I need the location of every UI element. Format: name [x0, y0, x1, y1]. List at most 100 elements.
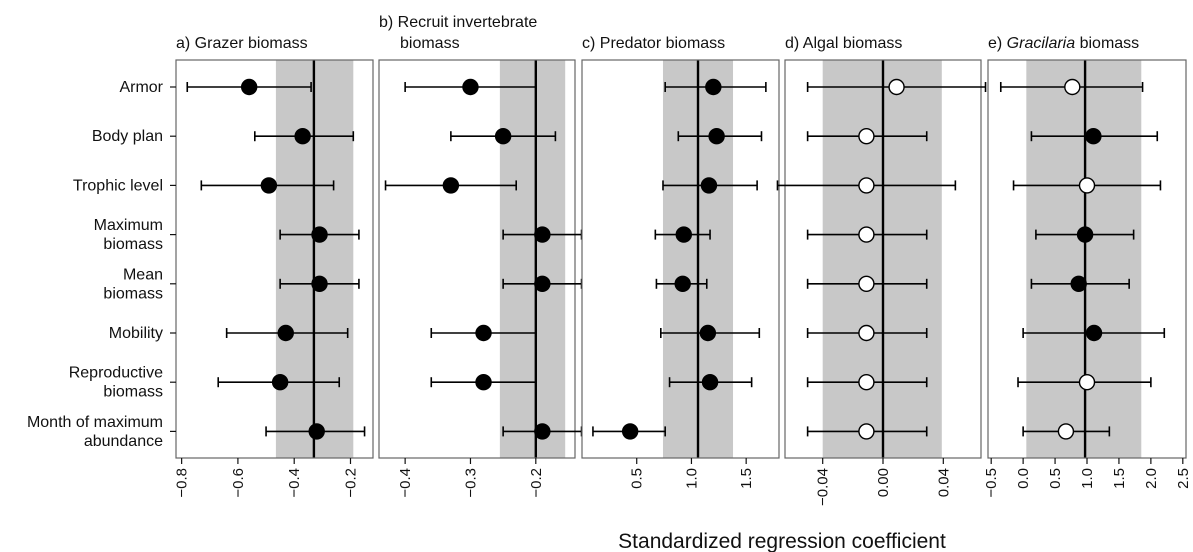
panel-title-part: c) Predator biomass	[582, 35, 725, 52]
panel-title: b) Recruit invertebrate	[379, 14, 537, 31]
shaded-interval	[1026, 60, 1142, 458]
x-tick-label: −0.2	[528, 468, 545, 498]
panel-title: c) Predator biomass	[582, 35, 725, 52]
point-estimate	[1070, 275, 1087, 292]
point-estimate	[1057, 423, 1075, 440]
x-tick-label: −0.8	[174, 468, 191, 498]
x-tick-label: −0.3	[462, 468, 479, 498]
shaded-interval	[499, 60, 566, 458]
panel-title-part: a) Grazer biomass	[176, 35, 308, 52]
x-tick-label: 0.00	[875, 468, 892, 497]
row-label: abundance	[84, 433, 163, 450]
point-estimate	[462, 78, 479, 96]
point-estimate	[260, 177, 278, 194]
x-tick-label: 2.5	[1175, 468, 1192, 489]
point-estimate	[1078, 177, 1096, 194]
point-estimate	[271, 374, 289, 391]
point-estimate	[858, 177, 875, 194]
panel-frame	[581, 59, 780, 459]
row-label: Armor	[119, 79, 163, 96]
panel-d: d) Algal biomass −0.04 0.00 0.04	[776, 35, 987, 506]
x-tick-label: 2.0	[1143, 468, 1160, 489]
x-tick-label: −0.4	[286, 468, 303, 498]
panel-title: d) Algal biomass	[785, 35, 902, 52]
point-estimate	[1085, 127, 1102, 145]
point-estimate	[858, 374, 875, 391]
row-labels: Armor Body plan Trophic level Maximum biomas…	[27, 79, 164, 450]
point-estimate	[858, 324, 875, 342]
panel-title: e) Gracilaria biomass	[988, 35, 1139, 52]
x-tick-label: 1.0	[683, 468, 700, 489]
point-estimate	[1064, 78, 1081, 96]
point-estimate	[674, 275, 691, 292]
point-estimate	[858, 423, 875, 440]
point-estimate	[494, 127, 512, 145]
panel-b: b) Recruit invertebrate biomass −0.4 −0.3 −0…	[378, 14, 583, 498]
point-estimate	[701, 374, 719, 391]
x-tick-label: −0.5	[983, 468, 1000, 498]
point-estimate	[294, 127, 311, 145]
panels: a) Grazer biomass−0.8 −0.6 −0.4 −0.2b) Recr…	[170, 14, 1192, 506]
point-estimate	[705, 78, 722, 96]
panel-title-part: biomass	[1075, 35, 1139, 52]
row-label: Mobility	[109, 325, 163, 342]
point-estimate	[621, 423, 639, 440]
point-estimate	[888, 78, 905, 96]
panel-title-part: e)	[988, 35, 1007, 52]
panel-frame	[175, 59, 374, 459]
x-tick-label: −0.2	[342, 468, 359, 498]
panel-title: a) Grazer biomass	[176, 35, 308, 52]
row-label: Reproductive	[69, 365, 163, 382]
point-estimate	[700, 177, 718, 194]
row-label: Maximum	[94, 217, 163, 234]
x-tick-label: −0.4	[397, 468, 414, 498]
point-estimate	[534, 226, 551, 243]
x-tick-label: 0.04	[935, 468, 952, 497]
panel-title: biomass	[400, 35, 460, 52]
x-tick-label: −0.04	[815, 468, 832, 506]
row-label: Body plan	[92, 128, 163, 145]
point-estimate	[442, 177, 460, 194]
point-estimate	[311, 226, 328, 243]
panel-frame	[378, 59, 576, 459]
x-tick-label: 1.0	[1079, 468, 1096, 489]
point-estimate	[240, 78, 258, 96]
x-tick-label: 0.0	[1015, 468, 1032, 489]
row-label: biomass	[103, 236, 163, 253]
point-estimate	[534, 423, 551, 440]
x-tick-label: −0.6	[230, 468, 247, 498]
point-estimate	[675, 226, 692, 243]
x-tick-label: 1.5	[738, 468, 755, 489]
row-label: Month of maximum	[27, 414, 163, 431]
point-estimate	[1085, 324, 1103, 342]
panel-c: c) Predator biomass 0.5 1.0 1.5	[581, 35, 780, 489]
panel-e: e) Gracilaria biomass −0.5 0.0 0.5 1.0 1.5 2.0…	[983, 35, 1192, 498]
x-axis-title: Standardized regression coefficient	[618, 530, 946, 552]
point-estimate	[699, 324, 717, 342]
point-estimate	[708, 127, 725, 145]
point-estimate	[858, 226, 875, 243]
point-estimate	[308, 423, 325, 440]
point-estimate	[1076, 226, 1094, 243]
point-estimate	[534, 275, 551, 292]
x-tick-label: 0.5	[1047, 468, 1064, 489]
x-tick-label: 0.5	[629, 468, 646, 489]
point-estimate	[858, 127, 875, 145]
row-label: biomass	[103, 285, 163, 302]
point-estimate	[1078, 374, 1096, 391]
row-label: Trophic level	[73, 177, 163, 194]
panel-title-part: Gracilaria	[1007, 35, 1076, 52]
point-estimate	[311, 275, 328, 292]
row-label: biomass	[103, 384, 163, 401]
point-estimate	[475, 374, 492, 391]
panel-a: a) Grazer biomass −0.8 −0.6 −0.4 −0.2	[170, 35, 374, 498]
row-label: Mean	[123, 266, 163, 283]
point-estimate	[858, 275, 875, 292]
point-estimate	[277, 324, 294, 342]
panel-title-part: b) Recruit invertebrate	[379, 14, 537, 31]
x-tick-label: 1.5	[1111, 468, 1128, 489]
panel-title-part: d) Algal biomass	[785, 35, 902, 52]
point-estimate	[475, 324, 492, 342]
panel-title-part: biomass	[400, 35, 460, 52]
